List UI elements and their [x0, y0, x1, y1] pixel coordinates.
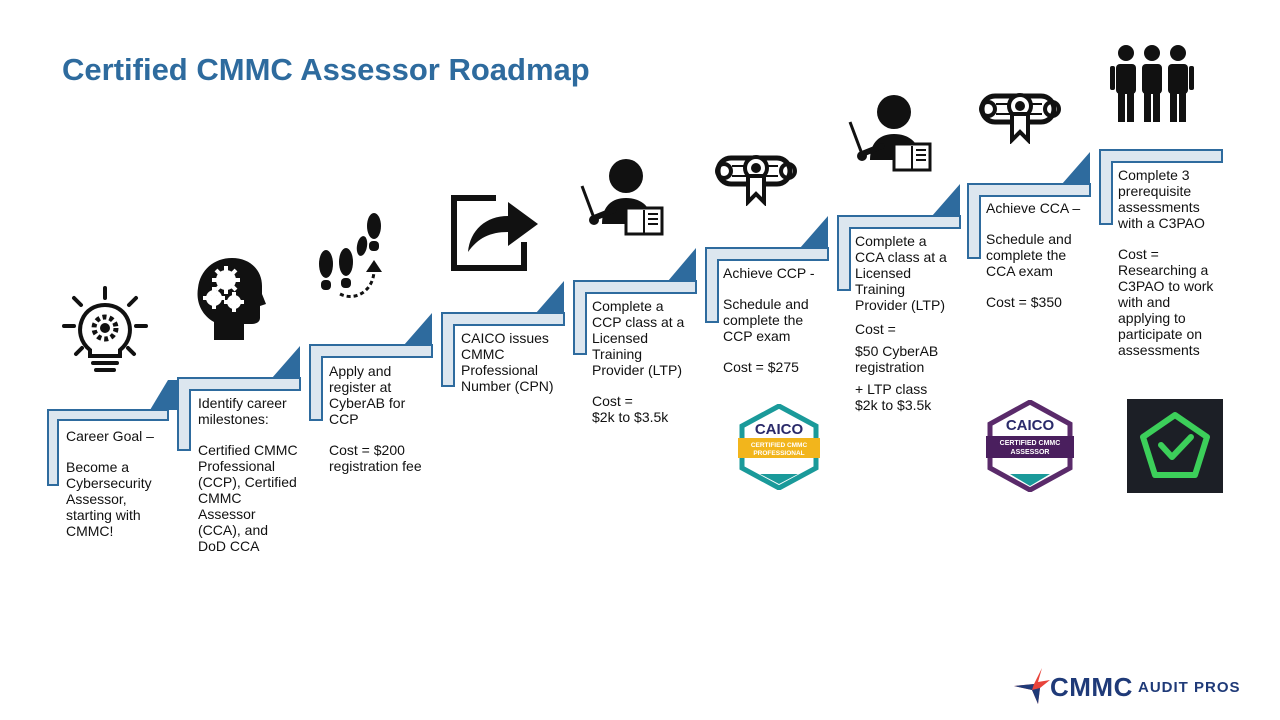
step-3-para-2: Cost = $200 registration fee [329, 442, 422, 474]
head-gears-icon [197, 258, 266, 340]
stair-corner-8 [1062, 152, 1090, 184]
step-7-para-3: $50 CyberAB registration [855, 343, 939, 375]
cca-badge-line1: CERTIFIED CMMC [1000, 440, 1061, 447]
step-4-text: CAICO issues CMMC Professional Number (C… [461, 330, 563, 394]
step-6-para-2: Schedule and complete the CCP exam [723, 296, 809, 344]
cmmc-audit-pros-logo: CMMC AUDIT PROS [1012, 664, 1242, 706]
step-1-para-1: Career Goal – [66, 428, 154, 444]
step-8-text: Achieve CCA – Schedule and complete the … [986, 200, 1088, 310]
step-7-para-1: Complete a CCA class at a Licensed Train… [855, 233, 947, 313]
cca-badge-line2: ASSESSOR [1011, 449, 1050, 456]
lightbulb-gear-icon [62, 286, 148, 372]
cca-badge: CAICO CERTIFIED CMMC ASSESSOR [986, 400, 1074, 492]
step-7-para-4: + LTP class $2k to $3.5k [855, 381, 932, 413]
step-2-para-1: Identify career milestones: [198, 395, 287, 427]
share-arrow-icon [451, 195, 538, 271]
step-6-text: Achieve CCP - Schedule and complete the … [723, 265, 825, 375]
step-6-para-1: Achieve CCP - [723, 265, 815, 281]
step-9-para-2: Cost = Researching a C3PAO to work with … [1118, 246, 1214, 358]
stair-corner-1 [150, 380, 178, 410]
logo-star-icon [1014, 668, 1050, 704]
step-6-para-3: Cost = $275 [723, 359, 799, 375]
step-2-para-2: Certified CMMC Professional (CCP), Certi… [198, 442, 298, 554]
step-1-para-2: Become a Cybersecurity Assessor, startin… [66, 459, 152, 539]
step-9-text: Complete 3 prerequisite assessments with… [1118, 167, 1222, 358]
step-1-text: Career Goal – Become a Cybersecurity Ass… [66, 428, 170, 539]
logo-tagline: AUDIT PROS [1138, 679, 1241, 696]
step-3-para-1: Apply and register at CyberAB for CCP [329, 363, 406, 427]
stair-step-9 [1099, 149, 1223, 225]
step-7-text: Complete a CCA class at a Licensed Train… [855, 233, 959, 413]
step-7-para-2: Cost = [855, 321, 896, 337]
step-8-para-2: Schedule and complete the CCA exam [986, 231, 1072, 279]
stair-corner-3 [404, 313, 432, 345]
stair-corner-7 [932, 184, 960, 216]
slide-title: Certified CMMC Assessor Roadmap [62, 52, 590, 87]
ccp-badge-line1: CERTIFIED CMMC [751, 442, 808, 449]
teacher-icon [848, 95, 932, 172]
step-8-para-3: Cost = $350 [986, 294, 1062, 310]
logo-name: CMMC [1050, 672, 1133, 702]
footsteps-icon [319, 213, 382, 298]
people-group-icon [1110, 45, 1194, 122]
stair-corner-2 [272, 346, 300, 378]
step-9-para-1: Complete 3 prerequisite assessments with… [1118, 167, 1205, 231]
stair-corner-5 [668, 248, 696, 281]
ccp-badge-line2: PROFESSIONAL [753, 450, 804, 457]
step-5-para-1: Complete a CCP class at a Licensed Train… [592, 298, 685, 378]
diploma-icon [979, 93, 1061, 144]
step-3-text: Apply and register at CyberAB for CCP Co… [329, 363, 431, 474]
step-2-text: Identify career milestones: Certified CM… [198, 395, 298, 554]
cca-badge-brand: CAICO [1006, 417, 1055, 434]
shield-check-icon [1127, 399, 1223, 493]
teacher-icon [580, 159, 664, 236]
diploma-icon [715, 155, 797, 206]
step-5-para-2: Cost = $2k to $3.5k [592, 393, 669, 425]
ccp-badge-brand: CAICO [755, 421, 804, 438]
step-4-para-1: CAICO issues CMMC Professional Number (C… [461, 330, 554, 394]
stair-corner-4 [536, 281, 564, 313]
ccp-badge: CAICO CERTIFIED CMMC PROFESSIONAL [738, 404, 820, 490]
step-5-text: Complete a CCP class at a Licensed Train… [592, 298, 696, 425]
step-8-para-1: Achieve CCA – [986, 200, 1081, 216]
stair-corner-6 [800, 216, 828, 248]
